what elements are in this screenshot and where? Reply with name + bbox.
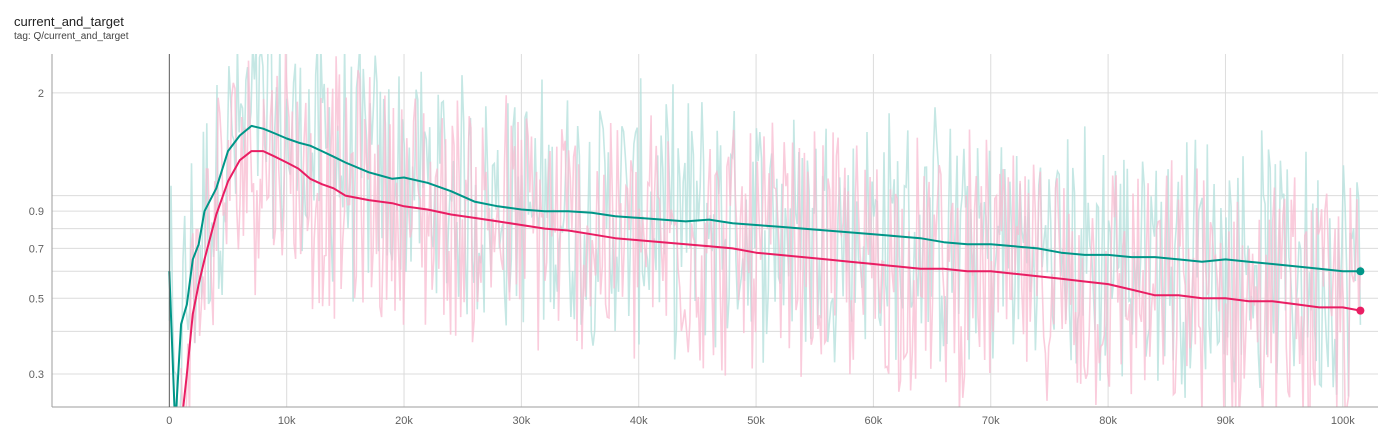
y-tick-label: 0.5 bbox=[29, 293, 44, 305]
y-tick-label: 0.7 bbox=[29, 243, 44, 255]
raw-series-line bbox=[180, 54, 1362, 407]
series-line[interactable] bbox=[168, 124, 1361, 427]
raw-series-layer bbox=[168, 54, 1362, 407]
chart-tag: tag: Q/current_and_target bbox=[14, 31, 129, 42]
x-tick-label: 10k bbox=[278, 415, 296, 427]
chart-card-header: current_and_target tag: Q/current_and_ta… bbox=[14, 14, 129, 44]
y-tick-label: 2 bbox=[38, 88, 44, 100]
x-tick-label: 90k bbox=[1217, 415, 1235, 427]
series-end-point[interactable] bbox=[1356, 267, 1365, 276]
series-end-point[interactable] bbox=[1356, 306, 1365, 315]
x-tick-label: 40k bbox=[630, 415, 648, 427]
x-tick-label: 20k bbox=[395, 415, 413, 427]
x-tick-label: 0 bbox=[166, 415, 172, 427]
y-tick-label: 0.3 bbox=[29, 369, 44, 381]
x-tick-label: 60k bbox=[865, 415, 883, 427]
chart-title: current_and_target bbox=[14, 14, 124, 29]
smoothed-series-layer[interactable] bbox=[168, 124, 1365, 427]
x-tick-label: 100k bbox=[1331, 415, 1355, 427]
axis-layer: 0 10k 20k 30k 40k 50k 60k 70k 80k 90k 100k 0.3 0.5 0.… bbox=[29, 54, 1378, 427]
y-tick-label: 0.9 bbox=[29, 206, 44, 218]
x-tick-label: 80k bbox=[1099, 415, 1117, 427]
x-tick-label: 30k bbox=[513, 415, 531, 427]
x-tick-label: 70k bbox=[982, 415, 1000, 427]
series-line[interactable] bbox=[181, 150, 1361, 427]
x-tick-label: 50k bbox=[747, 415, 765, 427]
raw-series-line bbox=[168, 54, 1362, 407]
